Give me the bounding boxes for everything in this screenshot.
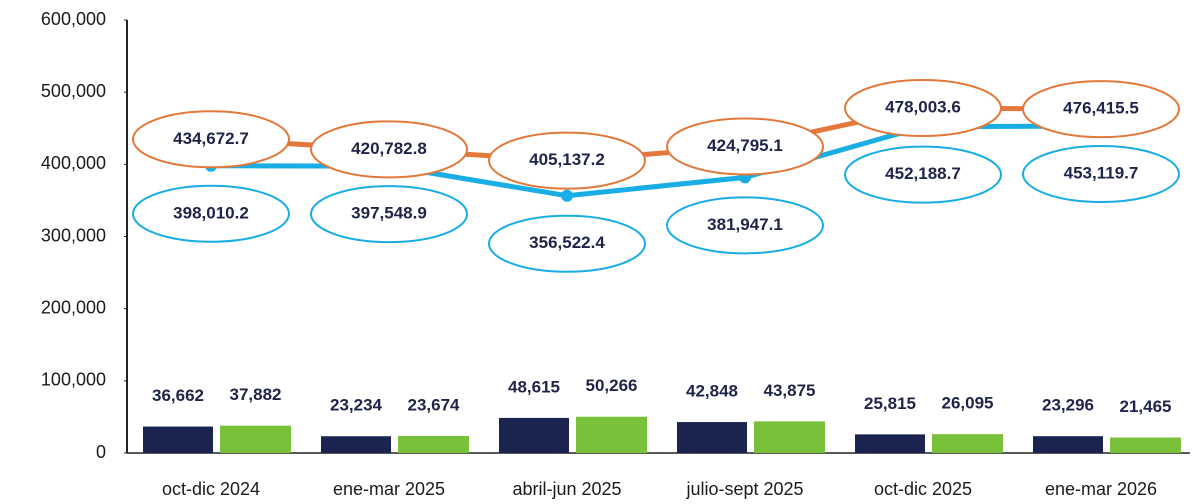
line-label: 452,188.7 [885,164,961,183]
bar [677,422,747,453]
label-bubble [488,214,646,273]
label-bubble [666,117,824,176]
bar [220,425,291,453]
x-tick-label: ene-mar 2026 [1045,479,1157,499]
bar [754,421,825,453]
bar-label: 37,882 [230,385,282,404]
bar-label: 48,615 [508,377,560,396]
line-label: 398,010.2 [173,203,249,222]
bar-label: 50,266 [586,376,638,395]
line-label: 424,795.1 [707,136,783,155]
label-bubble [844,145,1002,204]
bar-label: 21,465 [1120,397,1172,416]
line-label: 356,522.4 [529,233,605,252]
point [561,189,573,202]
label-bubble [488,131,646,190]
line-label: 478,003.6 [885,98,961,117]
x-tick-label: oct-dic 2025 [874,479,972,499]
bar [321,436,391,453]
line-label: 381,947.1 [707,215,783,234]
line-label: 405,137.2 [529,150,605,169]
label-bubble [310,185,468,244]
y-tick-label: 300,000 [41,225,106,245]
y-tick-label: 0 [96,442,106,462]
bar [499,417,569,453]
line-label: 420,782.8 [351,139,427,158]
x-tick-label: oct-dic 2024 [162,479,260,499]
label-bubble [1022,80,1180,139]
bar-label: 23,234 [330,396,383,415]
bar-label: 23,296 [1042,396,1094,415]
bar [855,434,925,453]
bar-label: 42,848 [686,382,738,401]
x-tick-label: abril-jun 2025 [512,479,621,499]
bar [1110,437,1181,453]
bar-label: 43,875 [764,381,816,400]
label-bubble [666,196,824,255]
y-tick-label: 500,000 [41,81,106,101]
label-bubble [1022,144,1180,203]
line-label: 453,119.7 [1064,163,1139,182]
line-label: 397,548.9 [351,204,427,223]
bar [576,416,647,453]
y-tick-label: 600,000 [41,9,106,29]
bar-label: 36,662 [152,386,204,405]
line-label: 476,415.5 [1063,99,1139,118]
label-bubble [310,120,468,179]
y-tick-label: 400,000 [41,153,106,173]
line-label: 434,672.7 [173,129,249,148]
label-bubble [132,110,290,169]
bar [143,426,213,453]
label-bubble [132,184,290,243]
x-tick-label: julio-sept 2025 [685,479,803,499]
bar [932,434,1003,453]
y-tick-label: 200,000 [41,297,106,317]
bar [398,435,469,453]
bar [1033,436,1103,453]
bar-label: 26,095 [942,394,994,413]
y-tick-label: 100,000 [41,370,106,390]
bar-label: 23,674 [408,395,461,414]
bar-label: 25,815 [864,394,916,413]
x-tick-label: ene-mar 2025 [333,479,445,499]
label-bubble [844,79,1002,138]
